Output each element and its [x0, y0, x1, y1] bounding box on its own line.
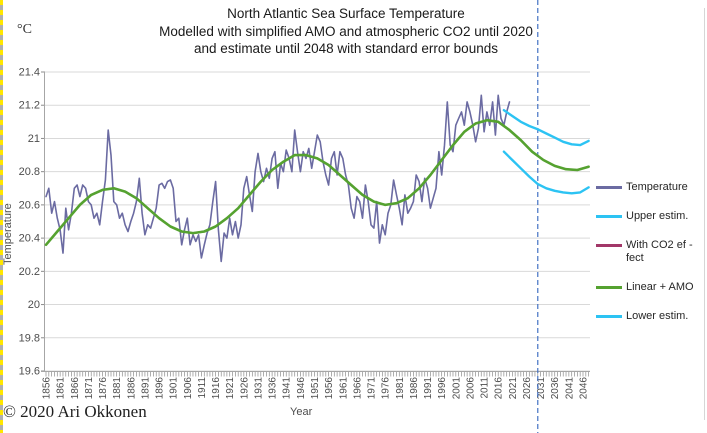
legend-label-lower-estim: Lower estim.	[626, 310, 689, 322]
y-tick-label: 20.6	[19, 199, 40, 211]
x-tick-label: 2006	[465, 377, 476, 400]
y-tick-label: 20.2	[19, 266, 40, 278]
x-tick-label: 1986	[409, 377, 420, 400]
temperature-line[interactable]	[45, 94, 511, 263]
legend-item-upper-estim[interactable]: Upper estim.	[596, 210, 700, 223]
x-axis-title: Year	[290, 406, 313, 418]
legend-label-linear-amo: Linear + AMO	[626, 281, 694, 293]
y-tick-label: 19.6	[19, 365, 40, 377]
page-break-marquee-left	[0, 0, 3, 433]
x-tick-label: 1961	[338, 377, 349, 400]
legend-item-with-co2-effect[interactable]: With CO2 ef - fect	[596, 239, 700, 265]
y-tick-label: 21.4	[19, 67, 40, 79]
x-tick-label: 1901	[169, 377, 180, 400]
x-tick-label: 1956	[324, 377, 335, 400]
x-tick-label: 1981	[395, 377, 406, 400]
x-tick-label: 2031	[536, 377, 547, 400]
x-tick-label: 1876	[98, 377, 109, 400]
x-tick-label: 2026	[522, 377, 533, 400]
x-tick-label: 2001	[451, 377, 462, 400]
chart-title-line1: North Atlantic Sea Surface Temperature	[227, 6, 465, 21]
x-tick-label: 1926	[239, 377, 250, 400]
legend-swatch-linear-amo	[596, 286, 622, 289]
legend-label-upper-estim: Upper estim.	[626, 210, 689, 222]
linear-amo-line[interactable]	[44, 118, 590, 247]
x-tick-label: 1871	[84, 377, 95, 400]
x-tick-label: 1941	[282, 377, 293, 400]
x-tick-label: 1866	[70, 377, 81, 400]
x-tick-label: 1886	[126, 377, 137, 400]
legend-label-with-co2-effect: With CO2 ef - fect	[626, 239, 693, 264]
chart-title: North Atlantic Sea Surface Temperature M…	[0, 5, 692, 58]
chart-title-line2: Modelled with simplified AMO and atmosph…	[159, 23, 533, 39]
x-tick-label: 1891	[140, 377, 151, 400]
legend-swatch-upper-estim	[596, 215, 622, 218]
x-tick-label: 1921	[225, 377, 236, 400]
y-tick-label: 21.2	[19, 100, 40, 112]
x-tick-label: 2036	[550, 377, 561, 400]
y-tick-label: 19.8	[19, 332, 40, 344]
x-tick-label: 2011	[480, 377, 491, 399]
legend-swatch-lower-estim	[596, 315, 622, 318]
copyright-text: © 2020 Ari Okkonen	[3, 402, 147, 421]
x-tick-label: 2021	[508, 377, 519, 400]
y-tick-label: 21	[28, 133, 40, 145]
x-tick-label: 1971	[367, 377, 378, 400]
chart-legend: Temperature Upper estim. With CO2 ef - fect…	[596, 181, 700, 323]
y-tick-label: 20.8	[19, 166, 40, 178]
x-tick-label: 1966	[352, 377, 363, 400]
x-tick-label: 2041	[564, 377, 575, 400]
x-tick-label: 1911	[197, 377, 208, 399]
x-tick-label: 1976	[381, 377, 392, 400]
x-tick-label: 1996	[437, 377, 448, 400]
x-tick-label: 1991	[423, 377, 434, 400]
x-tick-label: 1916	[211, 377, 222, 400]
x-tick-label: 1906	[183, 377, 194, 400]
x-tick-label: 2046	[578, 377, 589, 400]
x-tick-label: 1946	[296, 377, 307, 400]
y-axis-title: Temperature	[2, 203, 14, 265]
x-tick-label: 1936	[268, 377, 279, 400]
upper-estim-line[interactable]	[502, 108, 590, 147]
legend-item-lower-estim[interactable]: Lower estim.	[596, 310, 700, 323]
x-tick-label: 1931	[253, 377, 264, 400]
legend-swatch-with-co2-effect	[596, 244, 622, 247]
x-tick-label: 1896	[155, 377, 166, 400]
lower-estim-line[interactable]	[502, 150, 590, 195]
x-tick-label: 1951	[310, 377, 321, 400]
legend-item-temperature[interactable]: Temperature	[596, 181, 700, 194]
x-tick-label: 1861	[56, 377, 67, 400]
chart-right-border	[704, 8, 705, 420]
x-tick-label: 1881	[112, 377, 123, 400]
x-tick-label: 2016	[494, 377, 505, 400]
legend-item-linear-amo[interactable]: Linear + AMO	[596, 281, 700, 294]
y-axis-unit-label: °C	[17, 22, 32, 37]
x-tick-label: 1856	[42, 377, 53, 400]
chart-title-line3: and estimate until 2048 with standard er…	[194, 41, 498, 56]
legend-swatch-temperature	[596, 186, 622, 189]
legend-label-temperature: Temperature	[626, 181, 688, 193]
y-tick-label: 20.4	[19, 233, 40, 245]
y-tick-label: 20	[28, 299, 40, 311]
